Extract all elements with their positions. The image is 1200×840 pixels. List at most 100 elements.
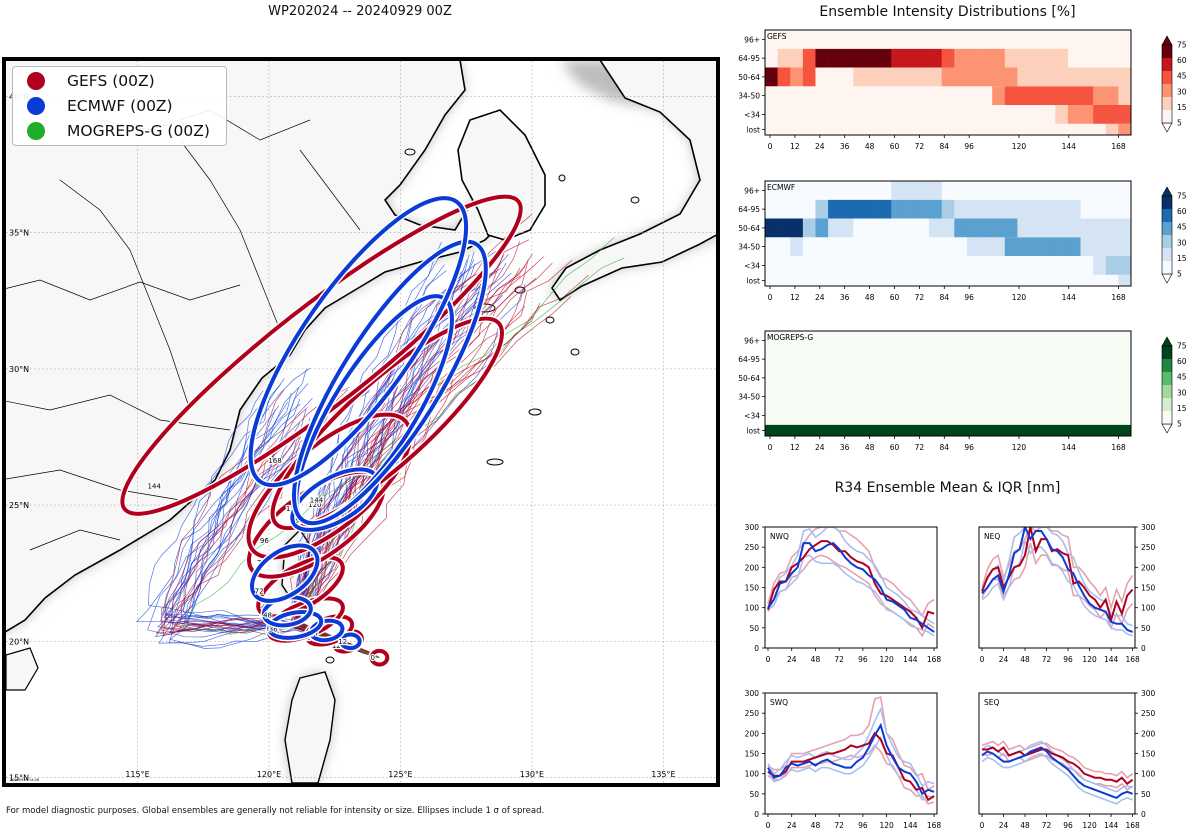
heatmap-cell — [765, 48, 778, 68]
x-tick-label: 84 — [940, 293, 950, 302]
luzon — [284, 671, 336, 783]
x-tick-label: 72 — [1042, 655, 1052, 664]
heatmap-cell — [1067, 274, 1081, 286]
colorbar-frame — [1161, 44, 1173, 124]
heatmap-cell — [1055, 274, 1069, 286]
heatmap-cell — [941, 181, 955, 200]
heatmap-cell — [929, 86, 942, 105]
x-tick-label: 96 — [964, 443, 974, 452]
x-tick-label: 60 — [890, 443, 900, 452]
heatmap-cell — [891, 86, 905, 105]
colorbar-segment — [1162, 58, 1172, 71]
heatmap-cell — [1118, 256, 1132, 275]
heatmap-cell — [777, 123, 791, 135]
heatmap-cell — [878, 181, 892, 200]
x-tick-label: 0 — [766, 821, 771, 830]
land-masses — [6, 61, 716, 783]
y-tick-label: 200 — [745, 563, 760, 572]
map-timestamp: 20240929 14:06 — [10, 778, 39, 782]
ellipse-hour-label: 72 — [255, 588, 264, 596]
x-tick-label: 36 — [840, 443, 850, 452]
legend-item-gefs: GEFS (00Z) — [27, 69, 226, 92]
heatmap-cell — [1004, 105, 1018, 124]
heatmap-cell — [802, 237, 816, 256]
heatmap-cell — [954, 30, 968, 49]
x-tick-label: 96 — [964, 142, 974, 151]
heatmap-cell — [878, 199, 892, 219]
heatmap-cell — [1017, 181, 1031, 200]
heatmap-cell — [777, 48, 791, 68]
heatmap-cell — [777, 274, 791, 286]
heatmap-cell — [1004, 123, 1018, 135]
heatmap-cell — [840, 30, 854, 49]
heatmap-cell — [1080, 256, 1094, 275]
heatmap-cell — [1093, 30, 1107, 49]
heatmap-cell — [865, 105, 879, 124]
y-tick-label: 64-95 — [738, 355, 760, 364]
lon-tick-label: 125°E — [388, 770, 412, 779]
heatmap-cell — [1093, 199, 1107, 219]
x-tick-label: 144 — [1104, 821, 1119, 830]
heatmap-cell — [941, 256, 955, 275]
heatmap-cell — [1042, 274, 1056, 286]
heatmap-cell — [941, 86, 955, 105]
heatmap-cell — [1055, 237, 1069, 256]
heatmap-cell — [765, 331, 1131, 350]
heatmap-cell — [941, 30, 955, 49]
r34-frame — [764, 526, 938, 649]
x-tick-label: 12 — [790, 443, 800, 452]
y-tick-label: 34-50 — [738, 243, 760, 252]
heatmap-cell — [929, 30, 942, 49]
y-tick-label: 300 — [745, 523, 760, 532]
heatmap-cell — [954, 274, 968, 286]
heatmap-cell — [966, 105, 980, 124]
r34-lines — [981, 527, 1134, 637]
heatmap-cell — [815, 256, 829, 275]
heatmap-cell — [1080, 274, 1094, 286]
heatmap-cell — [1067, 48, 1081, 68]
heatmap-cell — [853, 218, 867, 238]
heatmap-cell — [1105, 274, 1119, 286]
heatmap-cell — [891, 67, 905, 87]
heatmap-cell — [840, 237, 854, 256]
colorbar-tick-label: 15 — [1177, 404, 1187, 413]
x-tick-label: 24 — [815, 443, 825, 452]
r34-series-ecmwf-q75 — [767, 527, 935, 625]
heatmap-cell — [966, 237, 980, 256]
heatmap-cell — [878, 48, 892, 68]
y-tick-label: 100 — [745, 770, 760, 779]
r34-series-ecmwf-mean — [767, 541, 935, 633]
heatmap-cell — [1067, 199, 1081, 219]
heatmap-cell — [979, 123, 993, 135]
r34-series-gefs-q75 — [767, 527, 935, 618]
heatmap-cell — [891, 256, 905, 275]
x-tick-label: 60 — [890, 293, 900, 302]
heatmap-cell — [765, 218, 778, 238]
heatmap-cell — [790, 199, 804, 219]
heatmap-cell — [1118, 67, 1132, 87]
heatmap-cell — [1118, 218, 1132, 238]
x-tick-label: 120 — [879, 655, 894, 664]
heatmap-cell — [1080, 218, 1094, 238]
heatmap-cell — [815, 67, 829, 87]
heatmap-panel-label: GEFS — [767, 32, 787, 41]
heatmap-cell — [802, 256, 816, 275]
heatmap-cell — [1004, 199, 1018, 219]
ellipse-hour-label: 12 — [338, 638, 347, 646]
x-tick-label: 24 — [815, 293, 825, 302]
legend-label-ecmwf: ECMWF (00Z) — [67, 96, 173, 115]
colorbar-segment — [1162, 45, 1172, 58]
heatmap-cell — [992, 199, 1006, 219]
colorbar-segment — [1162, 359, 1172, 372]
colorbar-segment — [1162, 71, 1172, 84]
heatmap-cell — [802, 274, 816, 286]
x-tick-label: 12 — [790, 293, 800, 302]
y-tick-label: 50 — [749, 624, 759, 633]
x-tick-label: 168 — [927, 655, 942, 664]
heatmap-cell — [777, 218, 791, 238]
colorbar-tick-label: 5 — [1177, 270, 1182, 279]
heatmap-cell — [765, 274, 778, 286]
heatmap-cell — [1042, 218, 1056, 238]
heatmap-cell — [815, 105, 829, 124]
